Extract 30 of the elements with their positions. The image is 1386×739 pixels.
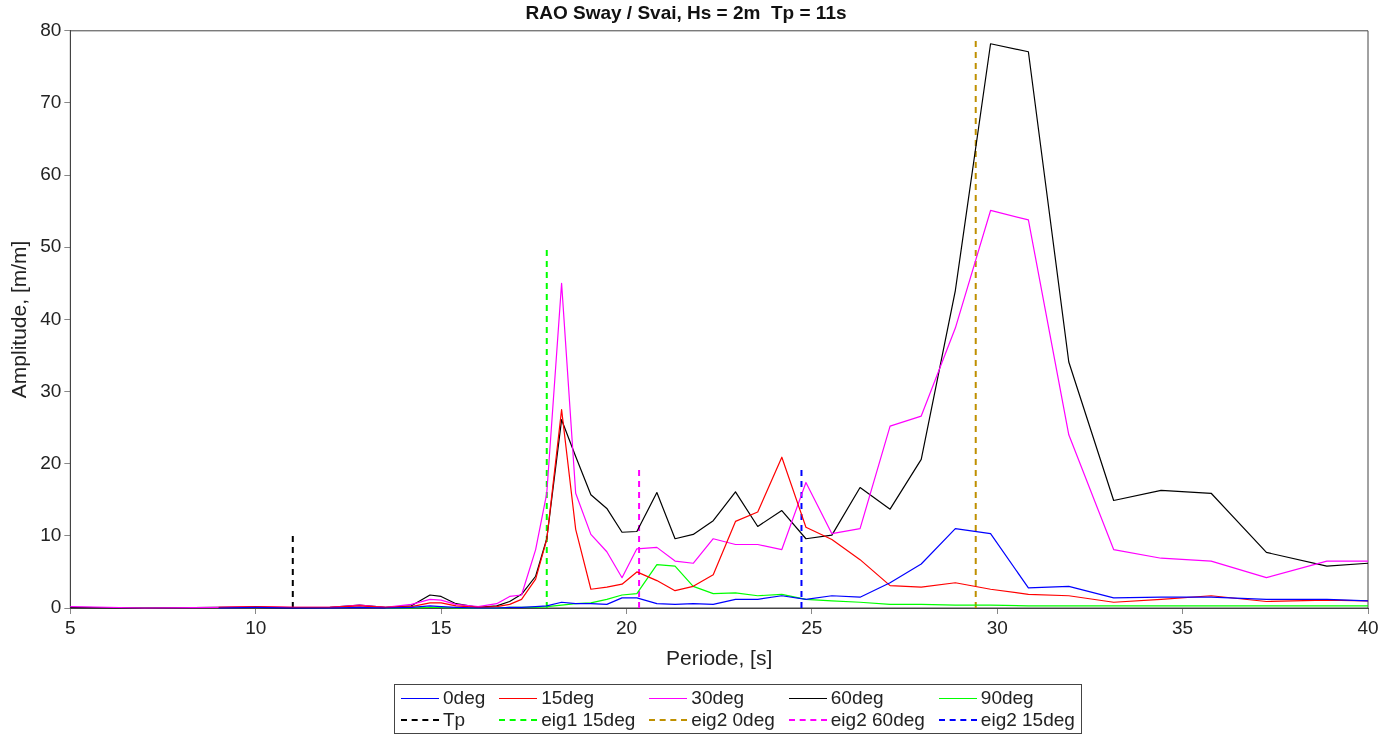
y-tick-label: 0 [50, 596, 62, 618]
y-tick-label: 40 [40, 307, 62, 329]
legend-label: 60deg [830, 687, 884, 709]
x-axis-title: Periode, [s] [666, 646, 773, 670]
x-tick-label: 5 [65, 616, 76, 638]
legend-label: eig2 0deg [691, 709, 775, 731]
legend-label: 30deg [691, 687, 745, 709]
legend-label: 0deg [443, 687, 486, 709]
legend-label: eig2 60deg [830, 709, 925, 731]
x-tick-label: 10 [245, 616, 267, 638]
y-tick-label: 80 [40, 19, 62, 41]
legend-label: Tp [443, 709, 466, 731]
legend-label: eig1 15deg [541, 709, 636, 731]
y-tick-label: 60 [40, 163, 62, 185]
legend-label: 90deg [980, 687, 1034, 709]
y-axis-title: Amplitude, [m/m] [7, 240, 31, 399]
y-tick-label: 10 [40, 524, 62, 546]
x-tick-label: 20 [615, 616, 638, 638]
y-tick-label: 20 [40, 451, 62, 473]
y-tick-label: 50 [40, 235, 62, 257]
x-tick-label: 30 [986, 616, 1008, 638]
x-tick-label: 25 [801, 616, 823, 638]
x-tick-label: 35 [1172, 616, 1194, 638]
y-tick-label: 30 [40, 379, 62, 401]
chart-title: RAO Sway / Svai, Hs = 2m Tp = 11s [525, 1, 847, 23]
legend-label: 15deg [541, 687, 595, 709]
x-tick-label: 15 [430, 616, 452, 638]
legend-label: eig2 15deg [980, 709, 1075, 731]
x-tick-label: 40 [1357, 616, 1379, 638]
y-tick-label: 70 [40, 91, 62, 113]
